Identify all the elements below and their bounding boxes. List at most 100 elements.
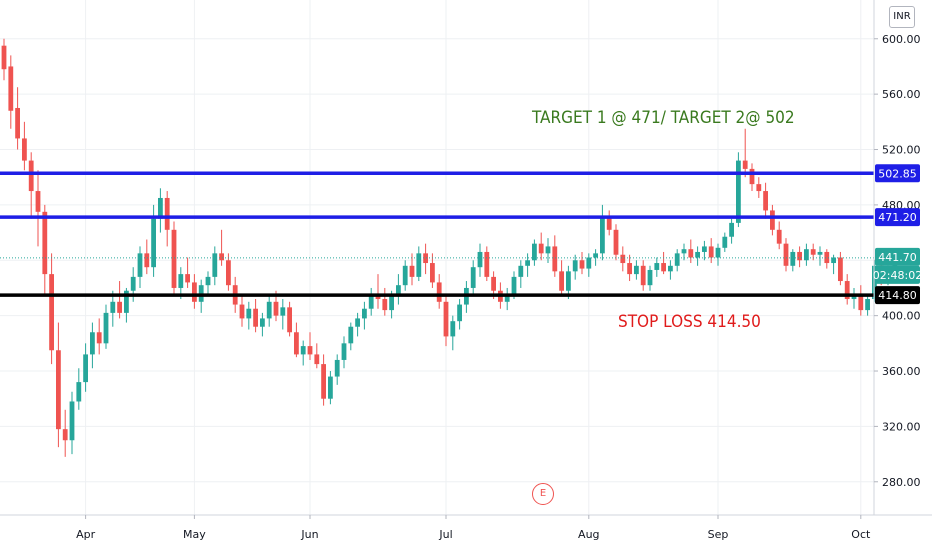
- candle-body: [348, 326, 354, 344]
- x-tick-label: Aug: [578, 528, 599, 541]
- candle: [518, 260, 524, 288]
- candle: [817, 246, 823, 266]
- y-tick-label: 400.00: [882, 310, 921, 323]
- candle: [382, 287, 388, 316]
- candle: [647, 265, 653, 291]
- candle: [797, 246, 802, 268]
- candle-body: [266, 301, 272, 319]
- candle: [572, 254, 578, 280]
- candle: [300, 340, 306, 366]
- currency-button[interactable]: INR: [889, 6, 915, 28]
- candle-body: [559, 271, 564, 291]
- candle: [103, 304, 109, 349]
- candle: [783, 238, 789, 272]
- candle-body: [518, 265, 524, 277]
- x-tick-label: Apr: [76, 528, 96, 541]
- earnings-event-marker[interactable]: E: [532, 483, 554, 505]
- y-tick-label: 280.00: [882, 476, 921, 489]
- candle: [593, 249, 598, 266]
- y-tick-label: 320.00: [882, 420, 921, 433]
- candle-body: [28, 160, 34, 192]
- candle-body: [532, 243, 537, 261]
- candle-body: [253, 308, 258, 327]
- candle-body: [110, 301, 116, 313]
- x-tick-label: Jun: [300, 528, 318, 541]
- candle-body: [722, 236, 728, 248]
- candle-body: [661, 263, 666, 272]
- level-badge-bg: [875, 164, 920, 183]
- candle: [192, 274, 197, 309]
- candle-body: [219, 253, 224, 261]
- candle: [838, 251, 843, 286]
- candle: [362, 301, 367, 330]
- target-annotation: TARGET 1 @ 471/ TARGET 2@ 502: [531, 108, 795, 128]
- candle: [334, 354, 340, 385]
- candle: [600, 204, 605, 261]
- candle: [532, 239, 537, 266]
- price-levels: [0, 171, 874, 297]
- candle-body: [362, 308, 367, 319]
- candle-body: [654, 263, 660, 270]
- candle-body: [355, 318, 360, 327]
- candle-body: [294, 332, 299, 355]
- candle-body: [756, 184, 762, 192]
- candle-body: [450, 321, 456, 337]
- candle: [736, 152, 741, 228]
- candle: [212, 246, 218, 286]
- candle-body: [572, 260, 578, 272]
- candle: [538, 232, 544, 261]
- candle: [76, 368, 82, 410]
- candle-body: [736, 160, 741, 223]
- candle: [56, 322, 61, 448]
- candle-body: [341, 343, 347, 360]
- candle: [90, 322, 95, 369]
- candle: [368, 287, 374, 316]
- candle-body: [246, 308, 252, 319]
- candle-body: [545, 246, 551, 254]
- candle-body: [90, 332, 95, 355]
- candle-body: [280, 307, 286, 316]
- candle: [205, 271, 211, 297]
- candle-body: [226, 260, 231, 286]
- candle-body: [477, 251, 483, 268]
- candle: [613, 224, 619, 261]
- candle: [96, 318, 102, 355]
- candle: [477, 243, 483, 277]
- candle: [158, 188, 163, 233]
- candle: [375, 274, 381, 309]
- x-tick-label: Sep: [708, 528, 729, 541]
- candle-body: [49, 274, 54, 351]
- candle-body: [783, 243, 789, 266]
- candle: [831, 254, 836, 275]
- candle-body: [844, 281, 850, 300]
- candle: [62, 409, 68, 457]
- candle-body: [776, 229, 782, 244]
- candle-body: [552, 246, 558, 272]
- candle: [423, 243, 428, 275]
- candle: [1, 38, 7, 81]
- candle-body: [334, 359, 340, 377]
- candle: [416, 246, 422, 282]
- candle-body: [620, 254, 626, 264]
- candle-body: [457, 304, 462, 322]
- candle: [702, 240, 707, 261]
- candle: [22, 121, 27, 171]
- level-badge-label: 471.20: [878, 211, 917, 224]
- candle-body: [260, 318, 265, 327]
- countdown-badge: 02:48:02: [873, 265, 922, 284]
- candle: [450, 315, 456, 351]
- candle-body: [402, 265, 408, 286]
- candle-body: [185, 274, 190, 283]
- candle: [756, 177, 762, 198]
- candle-body: [137, 253, 143, 277]
- candle: [763, 182, 768, 219]
- candle: [790, 249, 796, 272]
- candle-body: [566, 271, 571, 291]
- candle: [654, 257, 660, 277]
- candle-body: [8, 66, 14, 111]
- candle: [15, 87, 20, 150]
- time-axis[interactable]: Apr May Jun Jul Aug Sep Oct: [76, 515, 871, 541]
- candle-body: [627, 263, 632, 275]
- candle-body: [103, 312, 109, 344]
